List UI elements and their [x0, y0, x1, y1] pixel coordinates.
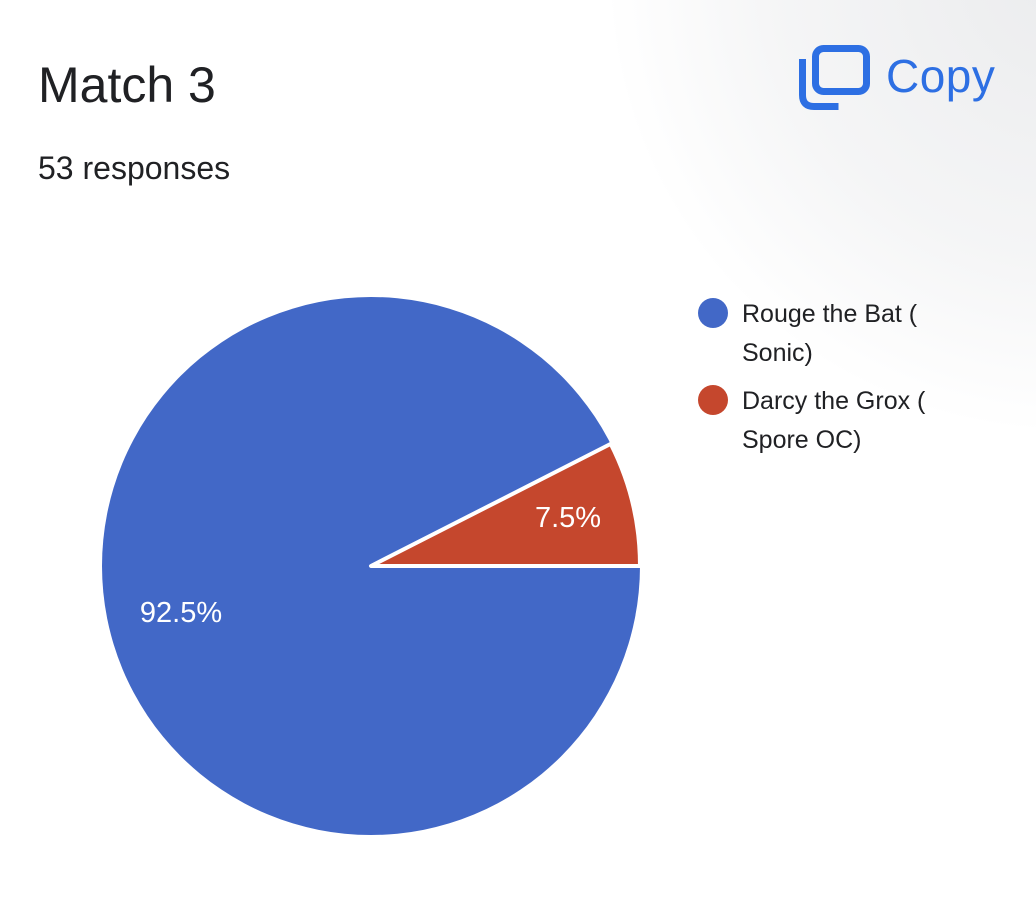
legend-swatch-blue-icon [698, 298, 728, 328]
response-count: 53 responses [38, 150, 231, 186]
legend-label: Rouge the Bat ( Sonic) [742, 295, 962, 373]
legend-label: Darcy the Grox ( Spore OC) [742, 382, 962, 460]
legend-label-line2: Sonic) [742, 339, 813, 367]
copy-icon [799, 45, 870, 110]
pie-slice-darcy-the-grox[interactable] [369, 441, 642, 568]
question-title: Match 3 [38, 57, 216, 113]
copy-button-label: Copy [886, 50, 996, 102]
legend-label-line1: Darcy the Grox ( [742, 387, 926, 415]
legend-label-line2: Spore OC) [742, 426, 862, 454]
legend-item-darcy-the-grox: Darcy the Grox ( Spore OC) [698, 382, 968, 460]
copy-button[interactable]: Copy [799, 45, 995, 110]
legend-label-line1: Rouge the Bat ( [742, 300, 918, 328]
chart-legend: Rouge the Bat ( Sonic) Darcy the Grox ( … [698, 295, 968, 460]
legend-item-rouge-the-bat: Rouge the Bat ( Sonic) [698, 295, 968, 373]
legend-swatch-red-icon [698, 385, 728, 415]
